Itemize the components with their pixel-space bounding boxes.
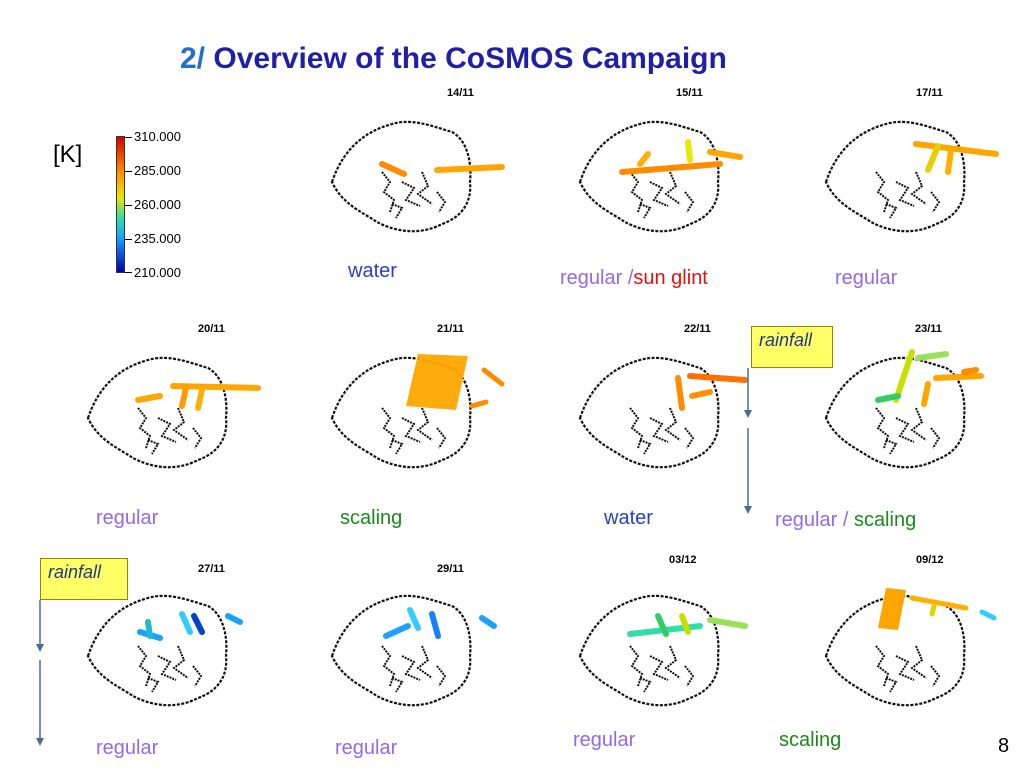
map-date: 15/11	[676, 87, 703, 99]
label-sun-glint: sun glint	[633, 267, 708, 289]
map-date: 22/11	[684, 323, 711, 335]
rainfall-arrow-icon	[744, 368, 752, 514]
map-21-11	[330, 354, 505, 469]
colorbar-tick-label: 210.000	[134, 265, 181, 280]
colorbar	[116, 136, 125, 273]
rainfall-callout: rainfall	[751, 326, 833, 368]
colorbar-tick-label: 260.000	[134, 197, 181, 212]
map-date: 09/12	[916, 554, 944, 566]
label-water: water	[348, 260, 397, 282]
rainfall-callout: rainfall	[40, 558, 128, 600]
colorbar-unit: [K]	[53, 141, 83, 168]
colorbar-tick	[125, 272, 132, 273]
map-date: 27/11	[198, 563, 225, 575]
label-regular-sun-glint: regular /sun glint	[560, 267, 708, 290]
map-17-11	[824, 120, 999, 233]
label-regular: regular	[335, 737, 398, 759]
label-regular: regular	[573, 729, 636, 751]
map-20-11	[86, 356, 261, 469]
map-14-11	[330, 120, 505, 233]
colorbar-tick-label: 235.000	[134, 231, 181, 246]
map-27-11	[86, 594, 243, 707]
label-scaling: scaling	[779, 729, 842, 751]
colorbar-tick-label: 310.000	[134, 129, 181, 144]
label-scaling: scaling	[340, 507, 403, 529]
map-03-12	[578, 594, 748, 707]
label-scaling: scaling	[853, 509, 917, 531]
colorbar-tick	[125, 205, 132, 206]
map-date: 17/11	[916, 87, 943, 99]
map-date: 03/12	[669, 554, 697, 566]
colorbar-tick-label: 285.000	[134, 163, 181, 178]
map-15-11	[578, 120, 743, 233]
label-regular: regular	[96, 507, 159, 529]
label-regular: regular	[96, 737, 159, 759]
title-number: 2/	[180, 42, 206, 75]
label-regular: regular /	[775, 509, 849, 531]
map-date: 21/11	[437, 323, 464, 335]
map-22-11	[578, 356, 748, 469]
title-text: Overview of the CoSMOS Campaign	[213, 42, 727, 75]
rainfall-arrow-icon	[36, 600, 44, 746]
map-date: 14/11	[447, 87, 474, 99]
label-regular: regular	[835, 267, 898, 289]
colorbar-tick	[125, 171, 132, 172]
label-regular-scaling: regular / scaling	[775, 509, 916, 532]
map-date: 23/11	[915, 323, 942, 335]
page-number: 8	[998, 735, 1010, 757]
slide-title: 2/ Overview of the CoSMOS Campaign	[180, 42, 727, 76]
map-date: 29/11	[437, 563, 464, 575]
map-29-11	[330, 594, 497, 707]
label-water: water	[604, 507, 653, 529]
map-23-11	[824, 349, 984, 469]
map-09-12	[824, 588, 997, 707]
colorbar-tick	[125, 137, 132, 138]
label-regular: regular /	[560, 267, 634, 289]
colorbar-tick	[125, 239, 132, 240]
map-date: 20/11	[198, 323, 225, 335]
